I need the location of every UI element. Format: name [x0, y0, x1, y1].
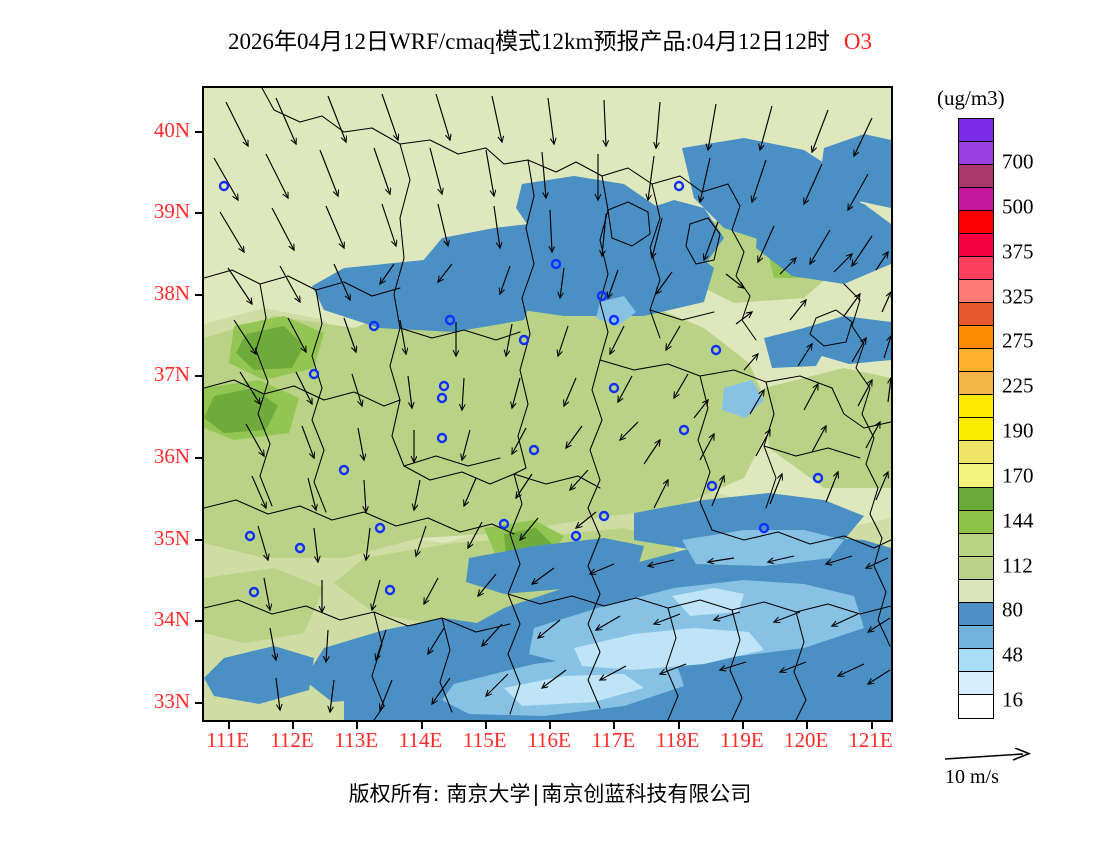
colorbar-label-112: 112: [1002, 553, 1033, 577]
colorbar-band-24: [959, 671, 993, 695]
colorbar-label-190: 190: [1002, 418, 1034, 443]
lat-label-37N: 37N: [153, 362, 190, 387]
wind-arrow-icon: [944, 748, 1032, 761]
lat-tick-33N: [195, 701, 202, 704]
colorbar-band-17: [959, 510, 993, 534]
wind-scale-label: 10 m/s: [945, 766, 999, 788]
title-main-text: 2026年04月12日WRF/cmaq模式12km预报产品:04月12日12时: [228, 29, 830, 54]
colorbar-band-0: [959, 119, 993, 143]
lat-tick-37N: [195, 375, 202, 378]
lon-label-113E: 113E: [334, 728, 379, 752]
colorbar-label-325: 325: [1002, 284, 1034, 308]
colorbar-band-22: [959, 625, 993, 649]
lat-label-34N: 34N: [153, 607, 190, 632]
colorbar-units-label: (ug/m3): [937, 86, 1005, 110]
page-title: 2026年04月12日WRF/cmaq模式12km预报产品:04月12日12时 O…: [0, 22, 1100, 56]
lon-label-112E: 112E: [270, 728, 314, 752]
colorbar-band-20: [959, 579, 993, 603]
map-contour-canvas: [204, 88, 891, 720]
colorbar-band-3: [959, 188, 993, 212]
copyright-footer: 版权所有: 南京大学|南京创蓝科技有限公司: [0, 778, 1100, 808]
lon-label-119E: 119E: [720, 728, 764, 752]
lon-label-120E: 120E: [784, 728, 829, 752]
lon-tick-114E: [420, 722, 423, 729]
colorbar-label-16: 16: [1002, 687, 1023, 712]
lat-label-39N: 39N: [153, 199, 190, 224]
colorbar-band-7: [959, 280, 993, 304]
colorbar-band-9: [959, 326, 993, 350]
lat-label-35N: 35N: [153, 525, 190, 550]
colorbar-band-8: [959, 303, 993, 327]
colorbar-band-25: [959, 694, 993, 718]
lon-tick-111E: [227, 722, 230, 729]
colorbar-band-16: [959, 487, 993, 511]
lon-label-121E: 121E: [848, 728, 893, 752]
lat-tick-38N: [195, 293, 202, 296]
colorbar-band-4: [959, 211, 993, 235]
colorbar-band-18: [959, 533, 993, 557]
lat-tick-35N: [195, 538, 202, 541]
colorbar[interactable]: [958, 118, 994, 719]
colorbar-label-500: 500: [1002, 194, 1034, 219]
lon-tick-119E: [741, 722, 744, 729]
colorbar-label-275: 275: [1002, 328, 1034, 353]
footer-right-text: 南京创蓝科技有限公司: [541, 782, 752, 806]
colorbar-band-14: [959, 441, 993, 465]
colorbar-label-170: 170: [1002, 463, 1034, 488]
colorbar-label-144: 144: [1002, 508, 1034, 533]
colorbar-label-375: 375: [1002, 239, 1034, 264]
lat-label-36N: 36N: [153, 444, 190, 468]
wind-scale-key: 10 m/s: [941, 748, 1081, 789]
lon-tick-115E: [484, 722, 487, 729]
forecast-map[interactable]: [202, 86, 893, 722]
lon-tick-117E: [613, 722, 616, 729]
lat-label-38N: 38N: [153, 280, 190, 305]
colorbar-band-6: [959, 257, 993, 281]
colorbar-band-11: [959, 372, 993, 396]
colorbar-label-225: 225: [1002, 373, 1034, 398]
colorbar-label-48: 48: [1002, 642, 1023, 667]
lon-label-118E: 118E: [655, 728, 700, 752]
colorbar-label-80: 80: [1002, 597, 1023, 622]
colorbar-band-12: [959, 395, 993, 419]
colorbar-band-10: [959, 349, 993, 373]
colorbar-band-13: [959, 418, 993, 442]
colorbar-band-19: [959, 556, 993, 580]
lat-tick-36N: [195, 457, 202, 459]
lon-tick-120E: [806, 722, 809, 729]
lon-label-115E: 115E: [463, 728, 507, 752]
lon-tick-113E: [356, 722, 359, 729]
colorbar-band-2: [959, 165, 993, 189]
colorbar-band-15: [959, 464, 993, 488]
colorbar-band-5: [959, 234, 993, 258]
lon-tick-112E: [291, 722, 294, 729]
lon-label-111E: 111E: [206, 728, 250, 752]
lat-label-33N: 33N: [153, 688, 190, 713]
lon-tick-121E: [870, 722, 873, 729]
lon-label-117E: 117E: [591, 728, 636, 752]
lon-label-114E: 114E: [398, 728, 443, 752]
colorbar-band-23: [959, 648, 993, 672]
footer-left-text: 版权所有: 南京大学: [348, 782, 531, 806]
lat-tick-39N: [195, 212, 202, 215]
title-species-label: O3: [843, 29, 872, 54]
lat-label-40N: 40N: [153, 117, 190, 142]
colorbar-band-1: [959, 142, 993, 166]
colorbar-band-21: [959, 602, 993, 626]
lat-tick-34N: [195, 620, 202, 623]
footer-separator: |: [532, 782, 540, 806]
colorbar-label-700: 700: [1002, 149, 1034, 174]
lon-label-116E: 116E: [527, 728, 571, 752]
lat-tick-40N: [195, 130, 202, 133]
lon-tick-116E: [549, 722, 552, 729]
lon-tick-118E: [677, 722, 680, 729]
